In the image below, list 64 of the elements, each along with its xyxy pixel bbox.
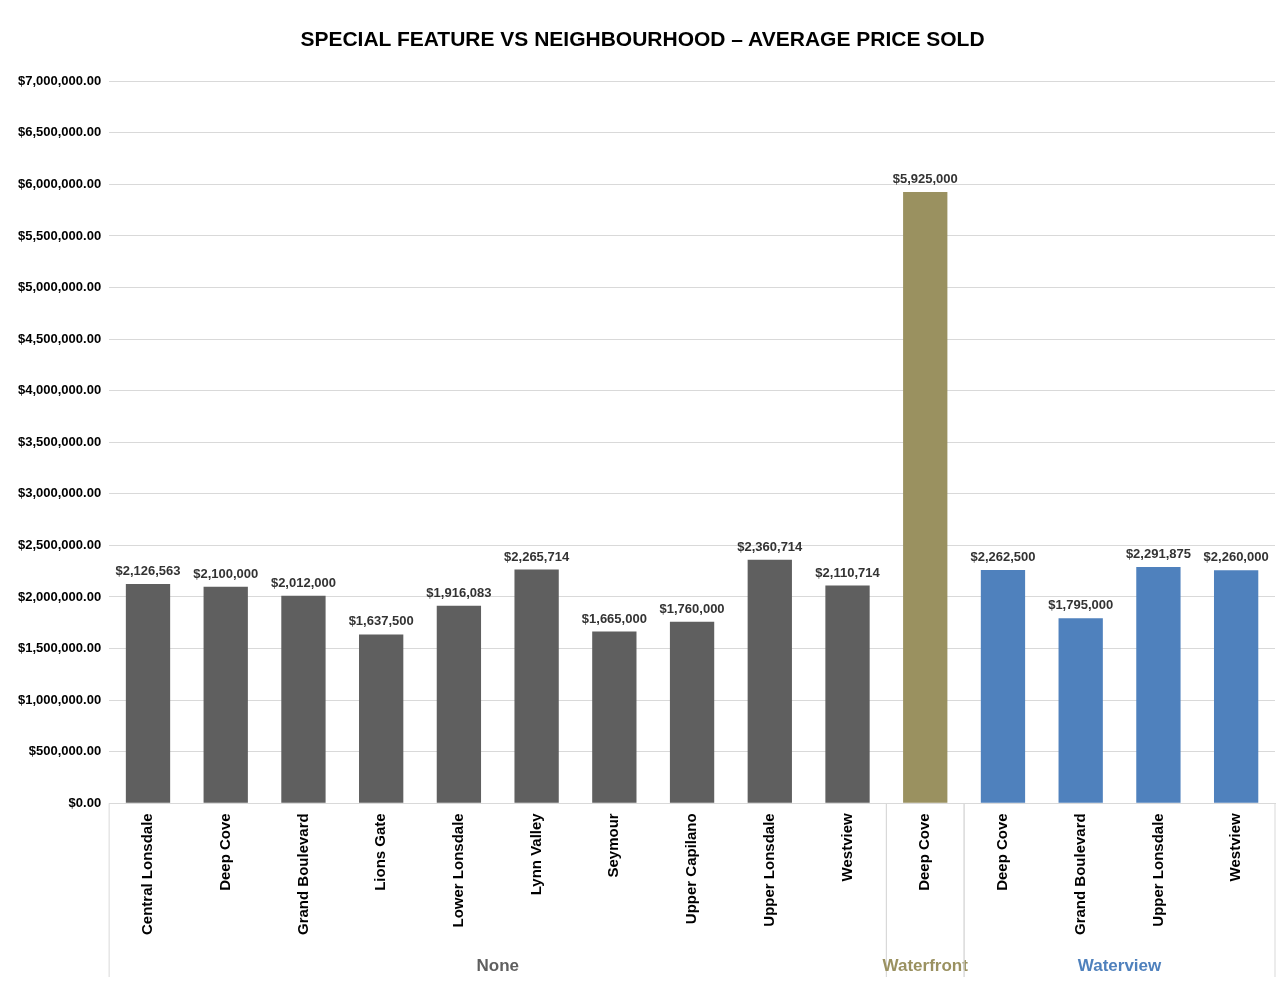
x-tick-label: Deep Cove bbox=[215, 813, 233, 891]
chart-title: SPECIAL FEATURE VS NEIGHBOURHOOD – AVERAGE PRICE SOLD bbox=[300, 27, 985, 51]
bar bbox=[669, 621, 715, 803]
data-label: $1,665,000 bbox=[581, 610, 647, 626]
x-tick-label: Upper Lonsdale bbox=[1148, 813, 1166, 927]
x-tick-label: Upper Capilano bbox=[682, 813, 700, 925]
x-tick-label: Lions Gate bbox=[371, 813, 389, 891]
data-label: $2,260,000 bbox=[1203, 549, 1269, 565]
data-label: $1,916,083 bbox=[426, 584, 492, 600]
data-label: $5,925,000 bbox=[892, 171, 958, 187]
bar bbox=[203, 586, 248, 803]
data-label: $2,291,875 bbox=[1125, 545, 1191, 561]
y-tick-label: $3,000,000.00 bbox=[17, 485, 102, 501]
x-tick-label: Westview bbox=[837, 812, 855, 882]
bar bbox=[825, 585, 870, 803]
x-tick-label: Lower Lonsdale bbox=[449, 813, 467, 928]
y-tick-label: $6,000,000.00 bbox=[17, 175, 102, 191]
y-tick-label: $500,000.00 bbox=[28, 743, 102, 759]
bar bbox=[281, 595, 326, 803]
x-tick-label: Deep Cove bbox=[915, 813, 933, 891]
data-label: $2,360,714 bbox=[737, 538, 804, 554]
text: Waterview bbox=[1077, 956, 1163, 976]
bar bbox=[125, 583, 171, 803]
data-label: $2,110,714 bbox=[815, 564, 881, 580]
text: None bbox=[476, 956, 520, 976]
x-tick-label: Deep Cove bbox=[993, 813, 1011, 891]
y-tick-label: $6,500,000.00 bbox=[17, 124, 102, 140]
bar bbox=[903, 192, 948, 803]
bar bbox=[1213, 570, 1259, 803]
data-label: $1,795,000 bbox=[1048, 597, 1114, 613]
y-tick-label: $1,000,000.00 bbox=[17, 691, 102, 707]
y-tick-label: $7,000,000.00 bbox=[17, 72, 102, 88]
y-tick-label: $2,000,000.00 bbox=[17, 588, 102, 604]
y-tick-label: $2,500,000.00 bbox=[17, 536, 102, 552]
bar bbox=[359, 634, 404, 803]
data-label: $1,760,000 bbox=[659, 600, 725, 616]
x-tick-label: Grand Boulevard bbox=[293, 813, 311, 936]
bar bbox=[747, 559, 792, 803]
x-tick-label: Upper Lonsdale bbox=[759, 813, 777, 927]
y-tick-label: $5,500,000.00 bbox=[17, 227, 102, 243]
x-tick-label: Seymour bbox=[604, 813, 622, 878]
x-tick-label: Westview bbox=[1226, 812, 1244, 882]
data-label: $2,012,000 bbox=[270, 574, 336, 590]
bar bbox=[514, 569, 559, 803]
x-tick-label: Central Lonsdale bbox=[138, 813, 156, 936]
y-tick-label: $4,000,000.00 bbox=[17, 382, 102, 398]
bar bbox=[592, 631, 637, 803]
y-tick-label: $4,500,000.00 bbox=[17, 330, 102, 346]
y-tick-label: $1,500,000.00 bbox=[17, 640, 102, 656]
y-tick-label: $3,500,000.00 bbox=[17, 433, 102, 449]
y-tick-label: $5,000,000.00 bbox=[17, 279, 102, 295]
data-label: $2,126,563 bbox=[115, 563, 181, 579]
x-tick-label: Grand Boulevard bbox=[1070, 813, 1088, 936]
bar bbox=[1136, 566, 1181, 803]
bar bbox=[980, 569, 1026, 803]
data-label: $2,262,500 bbox=[970, 548, 1036, 564]
x-tick-label: Lynn Valley bbox=[526, 812, 544, 896]
data-label: $2,100,000 bbox=[193, 565, 259, 581]
text: Waterfront bbox=[882, 956, 969, 976]
bar bbox=[1058, 618, 1103, 803]
y-tick-label: $0.00 bbox=[68, 794, 102, 810]
data-label: $2,265,714 bbox=[504, 548, 570, 564]
data-label: $1,637,500 bbox=[348, 613, 414, 629]
bar bbox=[436, 605, 482, 803]
